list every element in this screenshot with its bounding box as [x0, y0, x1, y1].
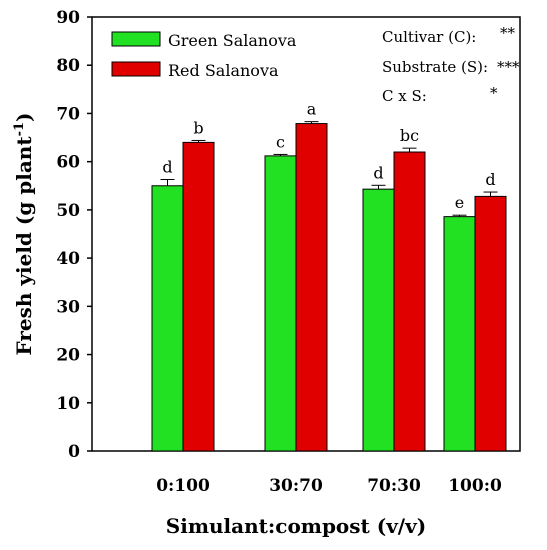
- y-tick-label: 40: [56, 249, 80, 269]
- significance-letter-red-4: d: [485, 170, 495, 189]
- x-axis: 0:100 30:70 70:30 100:0: [156, 476, 502, 496]
- bar-green-3: [362, 188, 395, 452]
- category-label-4: 100:0: [448, 476, 502, 496]
- legend-swatch-red: [111, 61, 161, 77]
- significance-letter-green-1: d: [162, 158, 172, 177]
- category-label-3: 70:30: [367, 476, 421, 496]
- bar-green-2: [264, 155, 297, 452]
- legend-swatch-green: [111, 31, 161, 47]
- y-tick-label: 50: [56, 201, 80, 221]
- y-axis: 0 10 20 30 40 50 60 70 80 90: [56, 8, 92, 462]
- y-tick-label: 10: [56, 394, 80, 414]
- y-tick-label: 70: [56, 104, 80, 124]
- bar-green-4: [443, 216, 476, 452]
- annotation-substrate-value: ***: [497, 58, 520, 76]
- bar-red-4: [474, 195, 507, 452]
- y-tick-label: 20: [56, 346, 80, 366]
- y-axis-title: Fresh yield (g plant-1): [12, 112, 36, 355]
- bar-red-3: [393, 151, 426, 452]
- significance-letter-red-3: bc: [400, 126, 419, 145]
- category-label-2: 30:70: [269, 476, 323, 496]
- significance-letter-red-2: a: [307, 100, 317, 119]
- annotation-interaction-value: *: [490, 84, 498, 102]
- y-tick-label: 90: [56, 8, 80, 28]
- y-tick-label: 80: [56, 56, 80, 76]
- annotation-cultivar-value: **: [500, 24, 516, 42]
- significance-letter-green-4: e: [455, 193, 464, 212]
- category-label-1: 0:100: [156, 476, 210, 496]
- bar-red-1: [182, 141, 215, 452]
- significance-letter-green-3: d: [373, 163, 383, 182]
- y-tick-label: 0: [68, 442, 80, 462]
- y-tick-label: 30: [56, 297, 80, 317]
- legend-label-green: Green Salanova: [168, 31, 297, 50]
- y-tick-label: 60: [56, 153, 80, 173]
- significance-letter-red-1: b: [193, 118, 203, 137]
- legend: Green Salanova Red Salanova: [111, 31, 297, 80]
- x-axis-title: Simulant:compost (v/v): [166, 514, 426, 538]
- annotation-cultivar-label: Cultivar (C):: [382, 28, 476, 46]
- bar-green-1: [151, 185, 184, 452]
- annotation-substrate-label: Substrate (S):: [382, 58, 488, 76]
- significance-annotations: Cultivar (C): ** Substrate (S): *** C x …: [382, 24, 520, 105]
- bar-red-2: [295, 123, 328, 452]
- significance-letter-green-2: c: [276, 132, 285, 151]
- annotation-interaction-label: C x S:: [382, 87, 427, 105]
- legend-label-red: Red Salanova: [168, 61, 279, 80]
